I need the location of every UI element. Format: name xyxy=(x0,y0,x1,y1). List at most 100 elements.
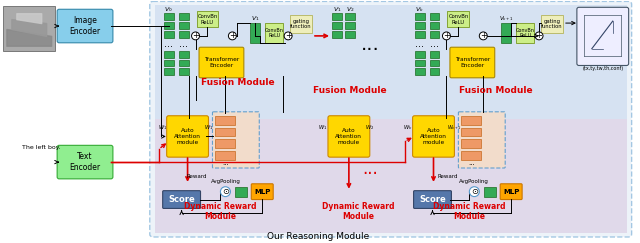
Text: Dynamic Reward
Module: Dynamic Reward Module xyxy=(321,202,394,221)
Bar xyxy=(265,23,283,43)
Bar xyxy=(216,116,236,125)
Text: $W_k$: $W_k$ xyxy=(403,123,412,132)
Circle shape xyxy=(535,32,543,40)
Text: MLP: MLP xyxy=(503,189,519,195)
FancyBboxPatch shape xyxy=(328,116,370,157)
Text: MLP: MLP xyxy=(254,189,271,195)
Text: AvgPooling: AvgPooling xyxy=(460,179,489,184)
Circle shape xyxy=(191,32,200,40)
Text: AvgPooling: AvgPooling xyxy=(211,179,241,184)
Text: (tx,ty,tw,th,conf): (tx,ty,tw,th,conf) xyxy=(582,66,623,71)
Bar xyxy=(164,51,173,58)
Bar xyxy=(164,22,173,29)
Text: Auto
Attention
module: Auto Attention module xyxy=(420,128,447,145)
Bar xyxy=(164,60,173,66)
Bar xyxy=(3,6,55,51)
Text: Transformer
Encoder: Transformer Encoder xyxy=(204,57,239,68)
Bar xyxy=(461,151,481,160)
Text: +: + xyxy=(480,31,487,40)
FancyBboxPatch shape xyxy=(212,112,259,168)
FancyBboxPatch shape xyxy=(577,7,628,65)
Bar xyxy=(415,22,424,29)
Bar xyxy=(541,15,563,33)
Bar xyxy=(155,119,627,233)
Text: $W_{k+1}$: $W_{k+1}$ xyxy=(447,123,462,132)
Text: Image
Encoder: Image Encoder xyxy=(70,16,100,36)
Bar xyxy=(429,69,440,75)
FancyBboxPatch shape xyxy=(163,191,200,208)
FancyBboxPatch shape xyxy=(458,112,505,168)
Bar xyxy=(429,51,440,58)
Bar xyxy=(345,22,355,29)
FancyBboxPatch shape xyxy=(413,116,454,157)
Text: $W_1$: $W_1$ xyxy=(318,123,328,132)
Circle shape xyxy=(228,32,236,40)
Bar xyxy=(164,69,173,75)
Text: ConvBn
ReLU: ConvBn ReLU xyxy=(265,27,284,38)
Bar xyxy=(179,51,189,58)
FancyBboxPatch shape xyxy=(252,184,273,200)
Text: +: + xyxy=(229,31,236,40)
Bar xyxy=(461,139,481,148)
Bar xyxy=(196,11,218,27)
Bar xyxy=(216,128,236,137)
Text: Dynamic Reward
Module: Dynamic Reward Module xyxy=(184,202,257,221)
Bar xyxy=(179,69,189,75)
Text: $V_{k+1}$: $V_{k+1}$ xyxy=(499,14,514,23)
Text: ConvBn
ReLU: ConvBn ReLU xyxy=(448,14,468,25)
Text: Score: Score xyxy=(168,195,195,204)
Text: $V_1$: $V_1$ xyxy=(333,5,341,14)
FancyBboxPatch shape xyxy=(413,191,451,208)
FancyBboxPatch shape xyxy=(500,184,522,200)
Text: Score: Score xyxy=(419,195,446,204)
Text: ⊙: ⊙ xyxy=(222,187,229,196)
Bar xyxy=(164,13,173,20)
Text: ...: ... xyxy=(468,160,475,166)
Circle shape xyxy=(479,32,487,40)
Bar xyxy=(429,60,440,66)
Text: ...: ... xyxy=(222,160,228,166)
Text: Text
Encoder: Text Encoder xyxy=(70,152,100,172)
Text: ⊙: ⊙ xyxy=(471,187,478,196)
Text: ···: ··· xyxy=(362,165,378,183)
Text: ...: ... xyxy=(179,39,188,49)
Text: Transformer
Encoder: Transformer Encoder xyxy=(454,57,490,68)
Bar xyxy=(236,187,247,197)
Text: ConvBn
ReLU: ConvBn ReLU xyxy=(516,27,534,38)
Text: $V_0$: $V_0$ xyxy=(164,5,173,14)
FancyBboxPatch shape xyxy=(57,9,113,43)
Bar xyxy=(179,22,189,29)
FancyBboxPatch shape xyxy=(199,47,244,78)
Text: ...: ... xyxy=(164,39,173,49)
Bar xyxy=(179,31,189,38)
Text: $W_1$: $W_1$ xyxy=(204,123,213,132)
Text: $V_1$: $V_1$ xyxy=(251,14,260,23)
Bar xyxy=(461,128,481,137)
Text: gating
function: gating function xyxy=(291,19,312,29)
Text: +: + xyxy=(443,31,450,40)
Bar xyxy=(415,69,424,75)
FancyBboxPatch shape xyxy=(166,116,209,157)
Text: Fusion Module: Fusion Module xyxy=(460,86,533,95)
Bar xyxy=(164,31,173,38)
Bar xyxy=(332,31,342,38)
Bar xyxy=(345,13,355,20)
Text: Fusion Module: Fusion Module xyxy=(200,78,274,87)
Bar xyxy=(415,13,424,20)
Bar xyxy=(461,116,481,125)
Bar xyxy=(429,31,440,38)
Text: ConvBn
ReLU: ConvBn ReLU xyxy=(197,14,218,25)
Bar xyxy=(179,13,189,20)
Circle shape xyxy=(442,32,451,40)
FancyBboxPatch shape xyxy=(450,47,495,78)
Bar xyxy=(429,13,440,20)
Text: gating
function: gating function xyxy=(541,19,563,29)
Bar xyxy=(290,15,312,33)
Text: ···: ··· xyxy=(360,41,379,60)
FancyBboxPatch shape xyxy=(150,1,632,237)
Bar xyxy=(501,23,511,43)
Text: $W_2$: $W_2$ xyxy=(365,123,374,132)
Text: ...: ... xyxy=(415,39,424,49)
Text: $V_k$: $V_k$ xyxy=(415,5,424,14)
Bar xyxy=(216,139,236,148)
